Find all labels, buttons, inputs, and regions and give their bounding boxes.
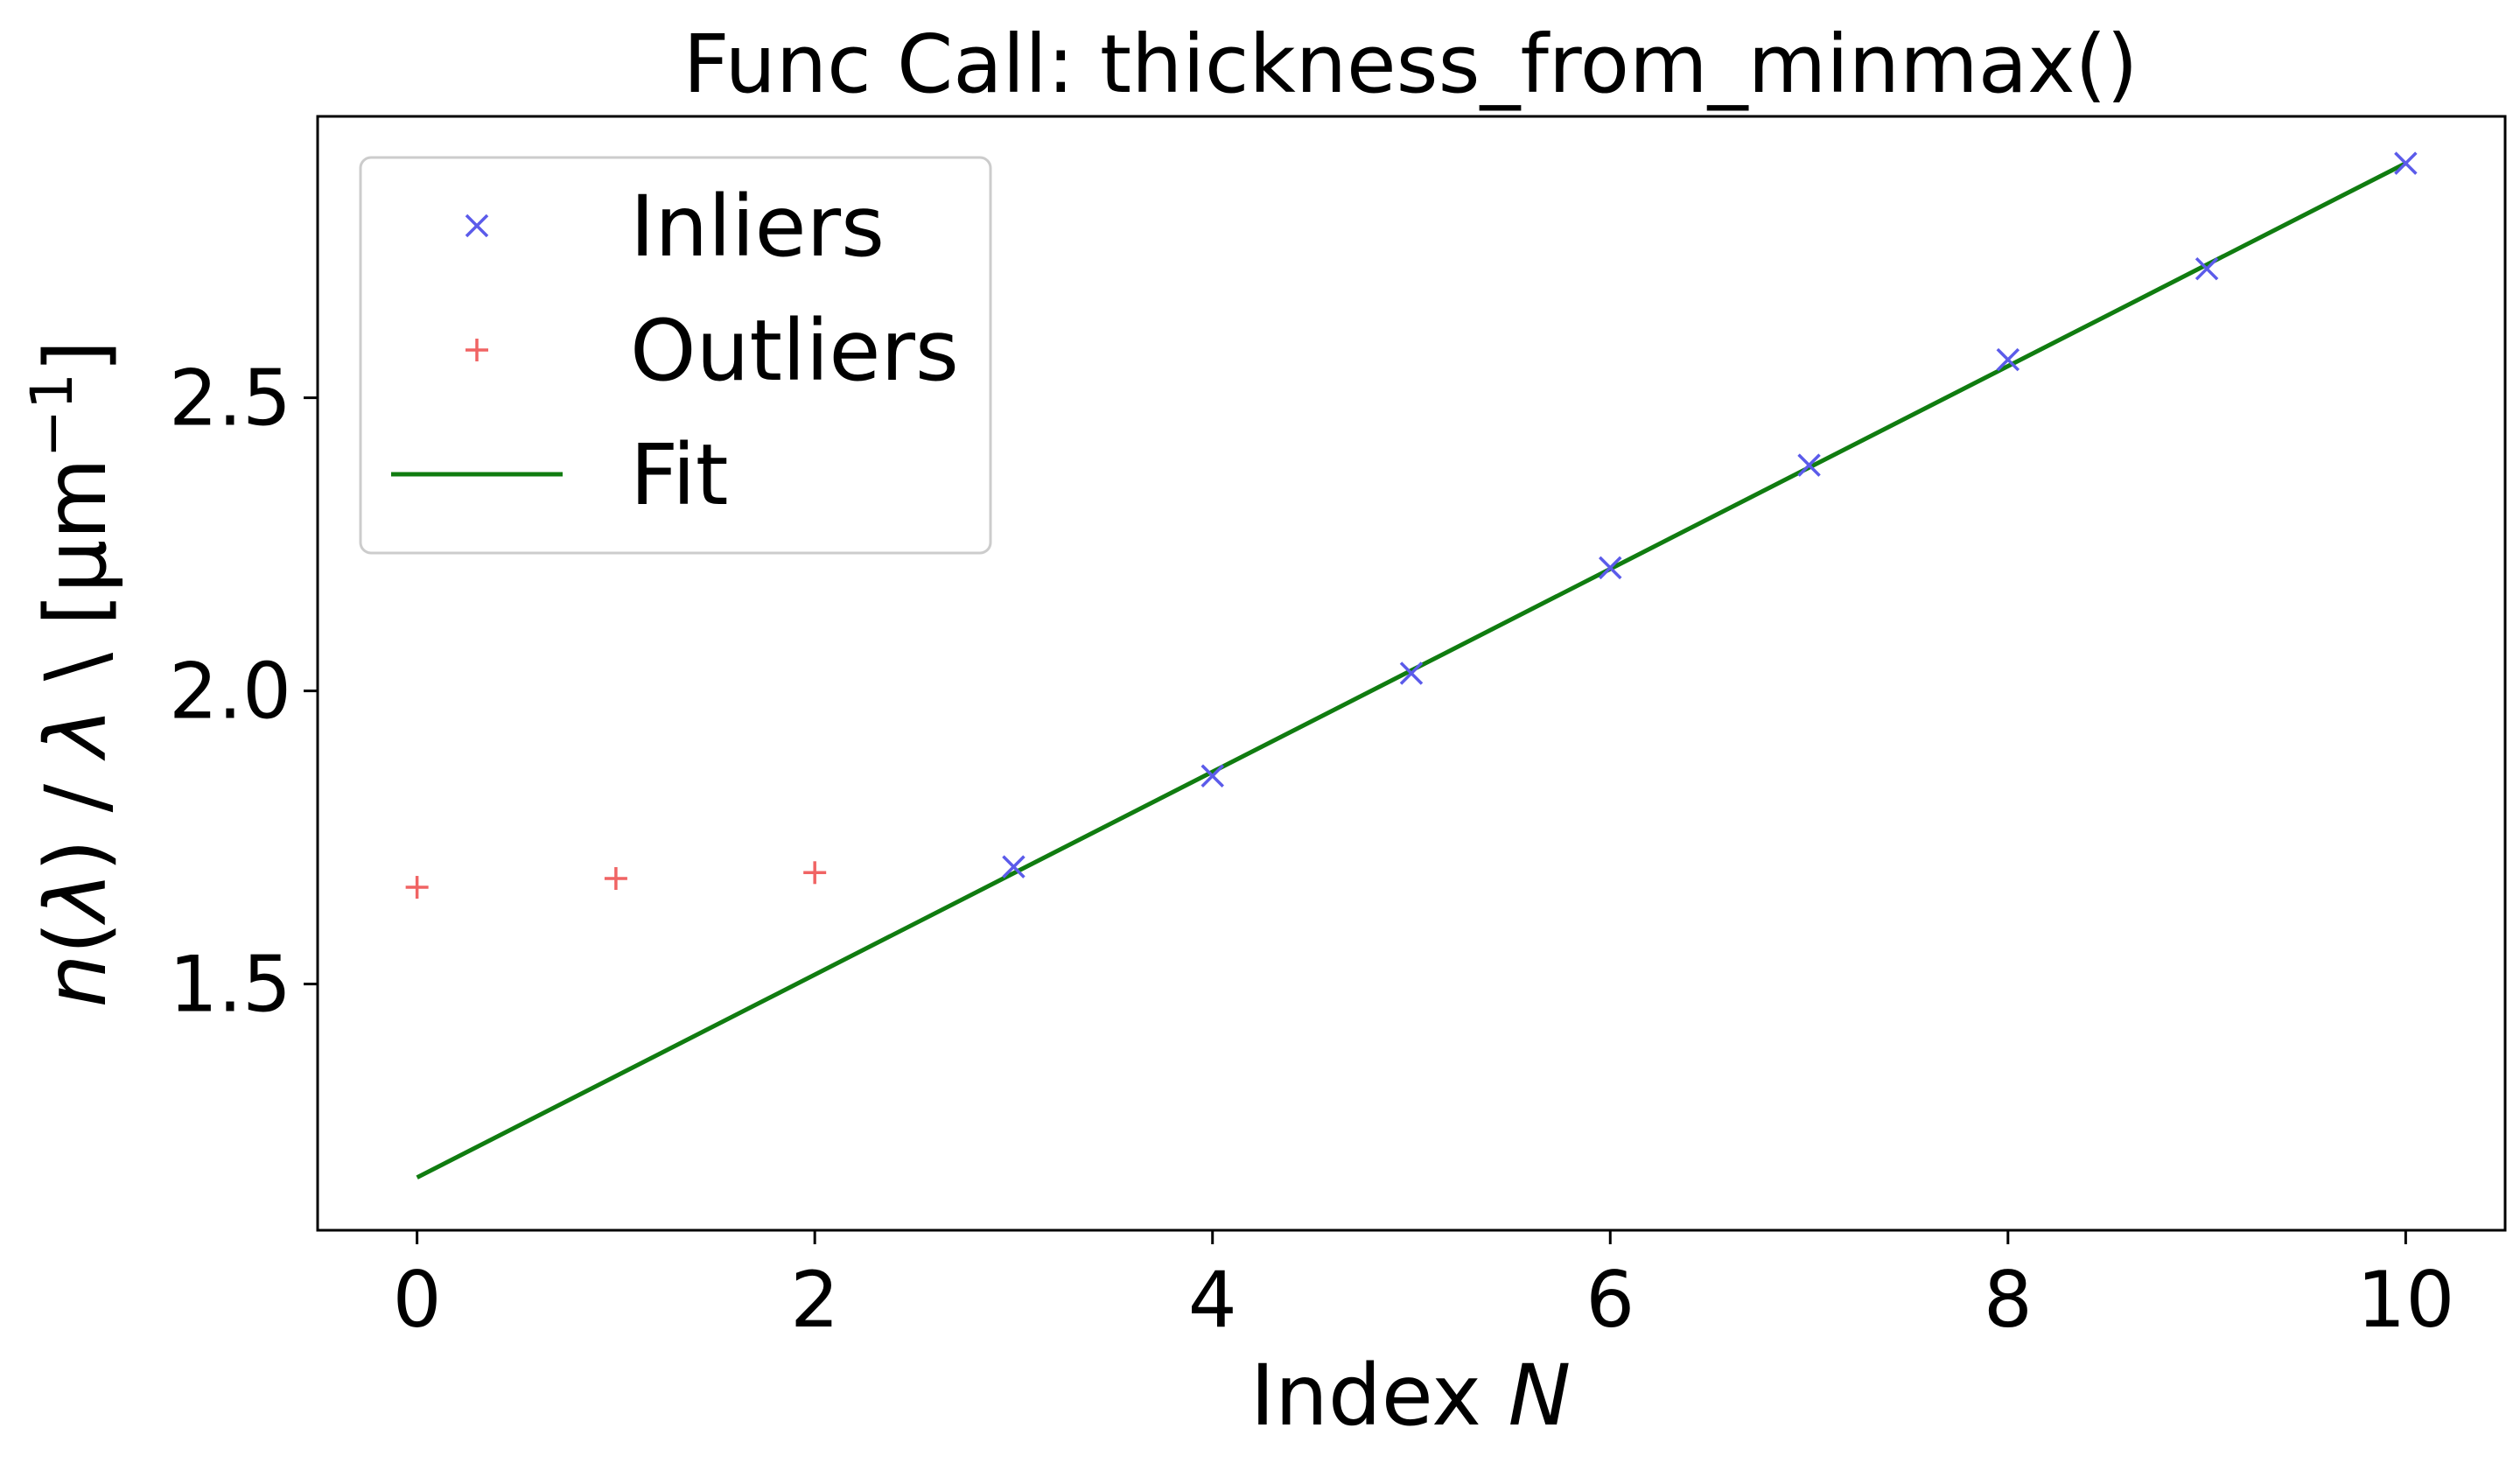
- inlier-point: [1399, 662, 1424, 685]
- x-axis-label: Index N: [1250, 1347, 1572, 1445]
- x-tick-label: 8: [1984, 1255, 2033, 1345]
- x-tick-label: 4: [1188, 1255, 1237, 1345]
- outlier-point: [803, 861, 827, 885]
- outlier-point: [405, 876, 429, 900]
- y-tick-label: 2.0: [169, 647, 291, 737]
- inlier-point: [1797, 453, 1821, 477]
- x-axis-ticks: 0 2 4 6 8 10: [393, 1230, 2454, 1345]
- y-axis-ticks: 1.5 2.0 2.5: [169, 354, 318, 1030]
- x-tick-label: 2: [790, 1255, 839, 1345]
- inlier-point: [1002, 855, 1026, 878]
- plot-area: [316, 115, 2507, 1232]
- x-tick-label: 0: [393, 1255, 442, 1345]
- y-tick-label: 2.5: [169, 354, 291, 444]
- inlier-point: [1996, 347, 2020, 372]
- legend-inliers-label: Inliers: [630, 178, 885, 276]
- outlier-point: [604, 867, 627, 890]
- inlier-point: [2194, 256, 2219, 281]
- y-axis-label: n(λ) / λ \ [µm−1]: [18, 340, 126, 1008]
- legend-box: [359, 156, 992, 555]
- inlier-point: [1200, 764, 1224, 788]
- series-layer: [405, 151, 2418, 1180]
- inlier-point: [2394, 151, 2418, 175]
- inlier-point: [1599, 556, 1622, 580]
- legend-outliers-label: Outliers: [630, 302, 959, 400]
- legend-fit-label: Fit: [630, 426, 729, 524]
- y-tick-label: 1.5: [169, 940, 291, 1030]
- x-tick-label: 10: [2356, 1255, 2454, 1345]
- legend-outliers-marker: [466, 339, 488, 361]
- x-tick-label: 6: [1586, 1255, 1634, 1345]
- fit-line: [416, 161, 2407, 1180]
- legend: Inliers Outliers Fit: [359, 156, 992, 555]
- chart-title: Func Call: thickness_from_minmax(): [683, 18, 2138, 111]
- legend-inliers-marker: [465, 214, 489, 238]
